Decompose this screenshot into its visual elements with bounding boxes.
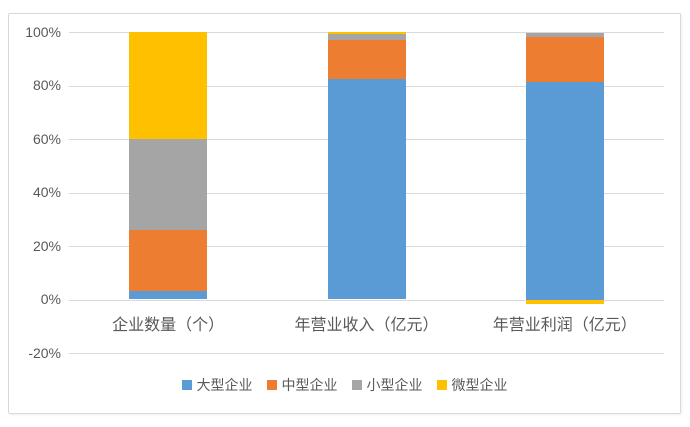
bar-segment-中型企业-cat1 xyxy=(129,229,208,292)
legend-label: 中型企业 xyxy=(281,377,338,393)
bar-segment-微型企业-cat1 xyxy=(129,32,208,139)
bar-segment-小型企业-cat3 xyxy=(525,33,604,38)
bar-segment-微型企业-cat2 xyxy=(327,32,406,34)
legend: 大型企业 中型企业 小型企业 微型企业 xyxy=(9,375,680,395)
bar-segment-大型企业-cat3 xyxy=(525,82,604,300)
bar-segment-小型企业-cat1 xyxy=(129,139,208,230)
legend-label: 大型企业 xyxy=(196,377,253,393)
bar-segment-中型企业-cat2 xyxy=(327,40,406,79)
category-label-3: 年营业利润（亿元） xyxy=(492,316,637,334)
legend-swatch-icon xyxy=(181,380,192,390)
y-tick-label-20: 20% xyxy=(32,237,61,254)
category-label-1: 企业数量（个） xyxy=(112,316,225,334)
legend-swatch-icon xyxy=(266,380,277,390)
legend-label: 小型企业 xyxy=(366,377,423,393)
gridline-0 xyxy=(69,299,664,301)
y-tick-label-0: 0% xyxy=(40,291,61,307)
legend-item-微型企业: 微型企业 xyxy=(436,375,508,395)
plot-area xyxy=(69,32,664,354)
bar-segment-小型企业-cat2 xyxy=(327,33,406,41)
legend-label: 微型企业 xyxy=(451,377,508,393)
bar-segment-微型企业-cat3 xyxy=(525,299,604,304)
bar-segment-大型企业-cat2 xyxy=(327,78,406,300)
legend-swatch-icon xyxy=(351,380,362,390)
y-tick-label-80: 80% xyxy=(32,77,61,93)
y-tick-label-100: 100% xyxy=(25,23,61,40)
y-tick-label-60: 60% xyxy=(32,130,61,147)
legend-item-中型企业: 中型企业 xyxy=(266,375,338,395)
chart-frame: 100% 80% 60% 40% 20% 0% -20% 企业数量（个） 年营业收入（亿元） 年… xyxy=(8,13,681,414)
y-tick-label--20: -20% xyxy=(28,344,61,361)
bar-segment-中型企业-cat3 xyxy=(525,37,604,82)
y-tick-label-40: 40% xyxy=(32,184,61,200)
category-label-2: 年营业收入（亿元） xyxy=(294,316,439,334)
gridline--20 xyxy=(69,353,664,354)
legend-item-大型企业: 大型企业 xyxy=(181,375,253,395)
bar-segment-大型企业-cat1 xyxy=(129,291,208,300)
legend-swatch-icon xyxy=(436,380,447,390)
legend-item-小型企业: 小型企业 xyxy=(351,375,423,395)
